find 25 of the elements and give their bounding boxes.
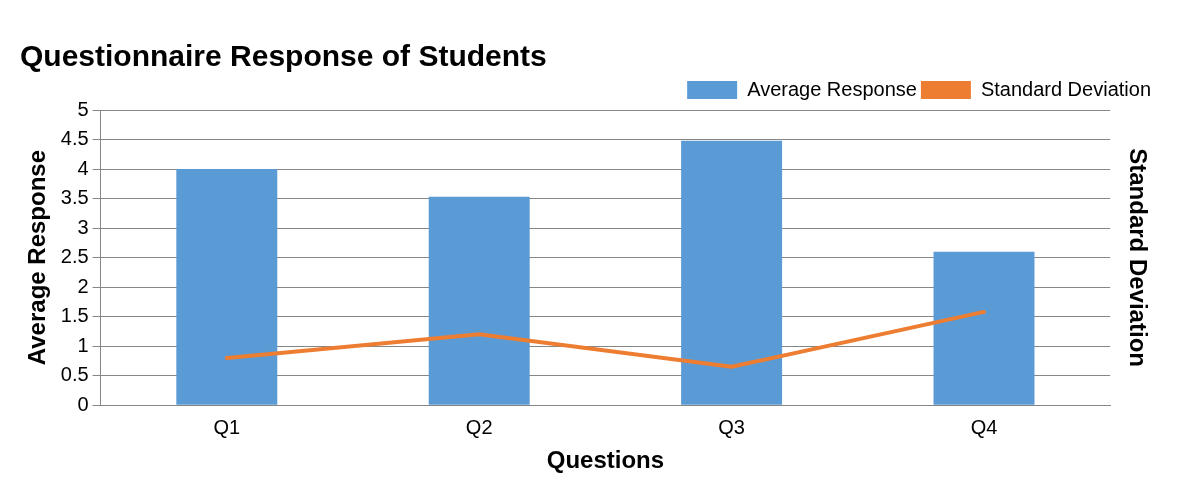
x-tick-label: Q1 [213, 415, 241, 438]
x-tick-label: Q4 [970, 415, 998, 438]
x-tick-label: Q3 [718, 415, 745, 438]
bar [933, 251, 1035, 405]
y2-axis-title: Standard Deviation [1124, 148, 1152, 367]
y-tick-label: 2.5 [60, 245, 89, 268]
y-tick-label: 1 [77, 333, 89, 356]
bar [428, 196, 530, 405]
legend-label: Average Response [747, 77, 917, 100]
y-tick-label: 3.5 [60, 186, 89, 209]
y-tick-label: 0.5 [60, 363, 89, 386]
x-axis-title: Questions [546, 446, 665, 474]
bar [176, 169, 278, 405]
y-tick-label: 0 [77, 392, 89, 415]
legend-label: Standard Deviation [980, 77, 1151, 100]
y-tick-label: 2 [77, 274, 89, 297]
bar [681, 140, 783, 405]
y-axis-title: Average Response [23, 150, 51, 366]
y-tick-label: 4 [77, 156, 89, 179]
y-tick-label: 5 [77, 97, 89, 120]
x-tick-label: Q2 [465, 415, 493, 438]
y-tick-label: 1.5 [60, 304, 89, 327]
chart-title: Questionnaire Response of Students [20, 39, 547, 73]
y-tick-label: 4.5 [60, 127, 89, 150]
y-tick-label: 3 [77, 215, 89, 238]
